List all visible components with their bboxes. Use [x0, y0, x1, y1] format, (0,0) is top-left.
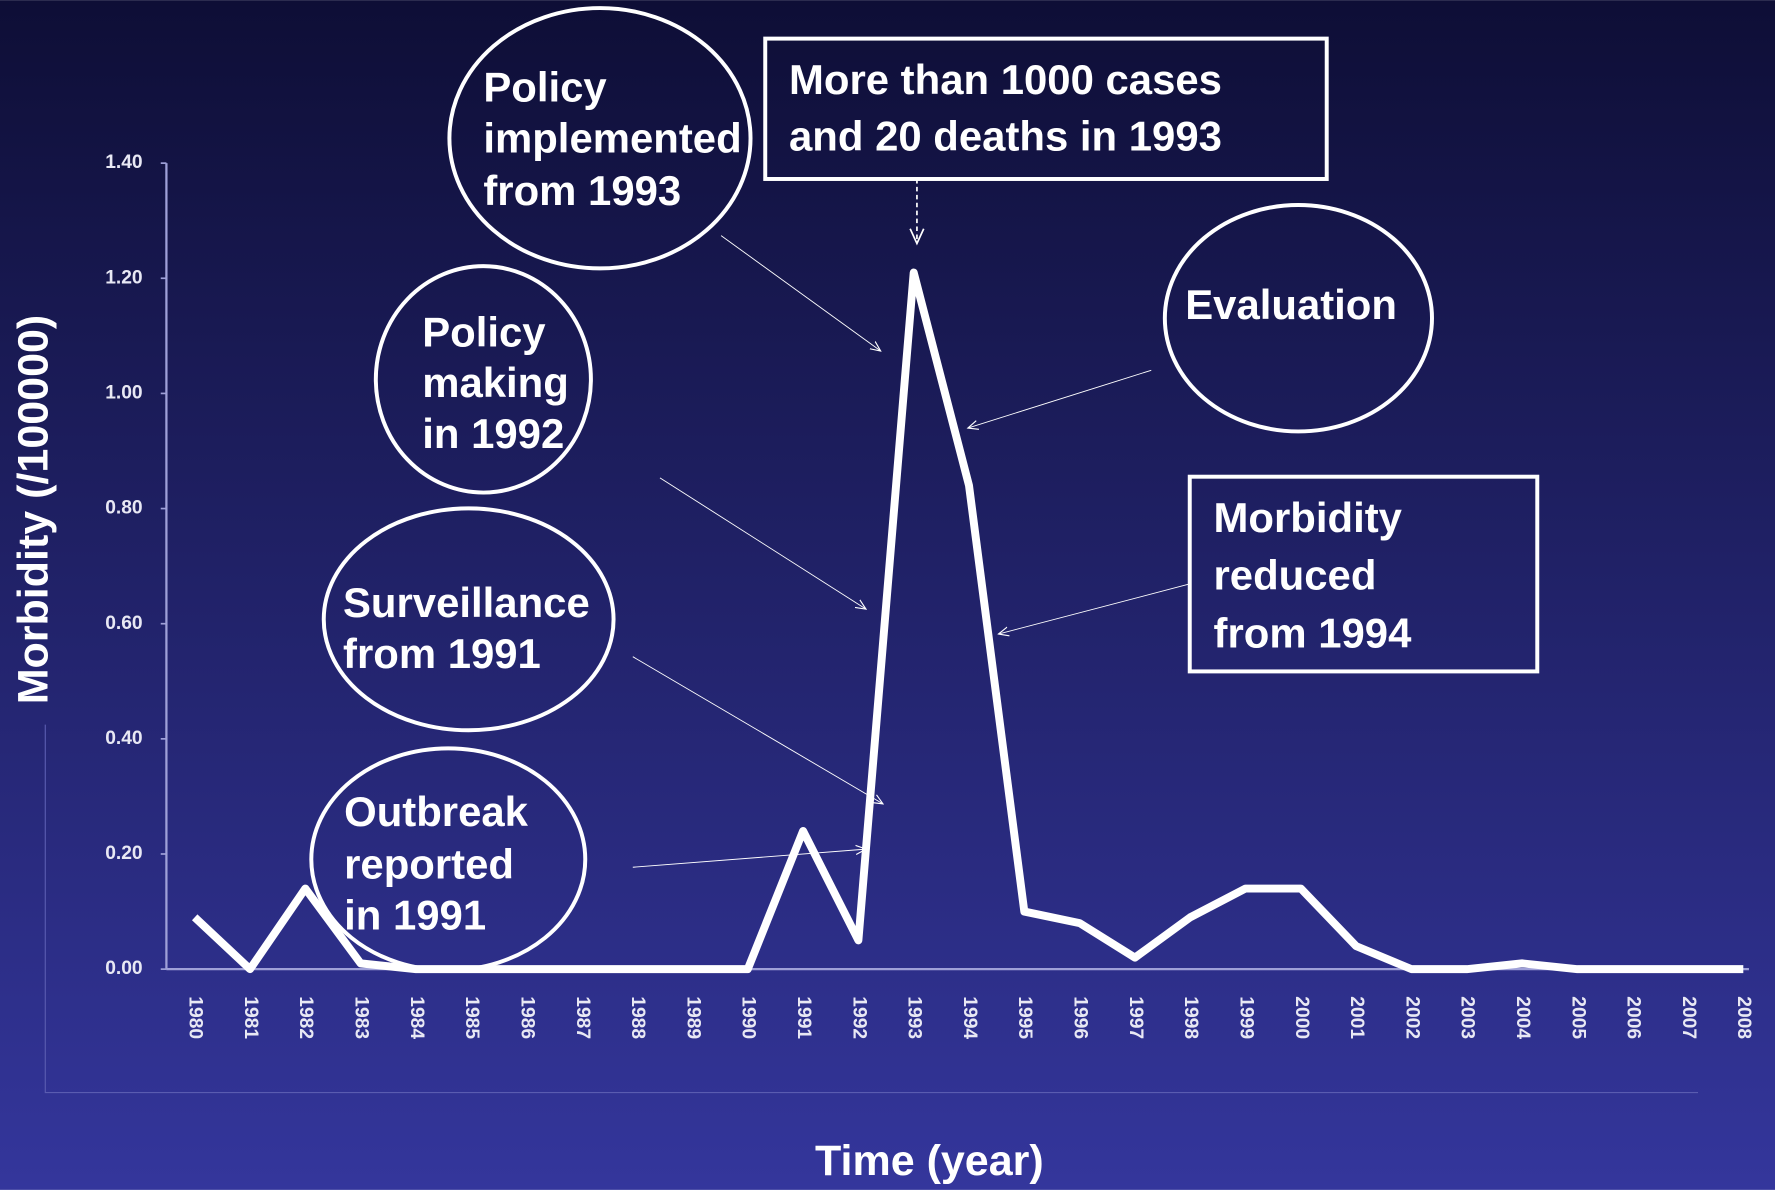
x-tick-label: 1995: [1014, 996, 1035, 1039]
x-tick-label: 1984: [406, 996, 427, 1039]
y-tick-label: 1.40: [105, 152, 142, 173]
x-tick-label: 1980: [185, 996, 206, 1039]
x-tick-label: 2004: [1512, 996, 1533, 1039]
x-tick-label: 2007: [1678, 996, 1699, 1039]
x-tick-label: 1992: [848, 996, 869, 1039]
annotation-text: Outbreak: [344, 788, 529, 835]
x-tick-label: 1998: [1180, 996, 1201, 1039]
x-tick-label: 1997: [1125, 996, 1146, 1039]
annotation-ellipse: [321, 506, 616, 733]
annotation-text: reported: [344, 840, 514, 887]
x-tick-label: 1999: [1235, 996, 1256, 1039]
annotation-ellipse: [373, 264, 593, 495]
annotation-arrow: [632, 849, 866, 868]
y-tick-label: 0.00: [105, 958, 142, 979]
annotation-text: Policy: [422, 308, 546, 355]
annotation-text: in 1992: [422, 410, 564, 457]
x-tick-label: 1990: [738, 996, 759, 1039]
x-tick-label: 2001: [1346, 996, 1367, 1039]
annotation-text: More than 1000 cases: [789, 56, 1222, 103]
x-tick-label: 1994: [959, 996, 980, 1039]
annotation-text: Policy: [483, 64, 607, 111]
annotation-arrow: [968, 369, 1152, 428]
x-tick-label: 1991: [793, 996, 814, 1039]
x-tick-label: 1993: [904, 996, 925, 1039]
y-tick-label: 0.80: [105, 498, 142, 519]
x-tick-label: 2003: [1457, 996, 1478, 1039]
x-tick-label: 1989: [682, 996, 703, 1039]
y-tick-label: 0.40: [105, 728, 142, 749]
annotation-text: reduced: [1214, 552, 1377, 599]
annotation-text: from 1994: [1214, 609, 1413, 656]
y-tick-label: 0.20: [105, 843, 142, 864]
annotation-text: from 1991: [343, 630, 541, 677]
x-tick-label: 2006: [1623, 996, 1644, 1039]
annotation-text: Morbidity: [1214, 494, 1403, 541]
annotation-text: implemented: [483, 115, 741, 162]
annotation-text: from 1993: [483, 167, 681, 214]
annotation-text: Evaluation: [1185, 281, 1397, 328]
y-tick-label: 0.60: [105, 613, 142, 634]
x-axis-title: Time (year): [815, 1137, 1044, 1185]
annotation-arrow: [659, 477, 866, 609]
x-tick-label: 2008: [1733, 996, 1754, 1039]
x-tick-label: 2005: [1567, 996, 1588, 1039]
annotation-arrow: [998, 583, 1189, 634]
annotation-ellipse: [309, 746, 588, 973]
annotation-ellipse: [1162, 203, 1434, 434]
annotation-arrow: [720, 235, 881, 351]
plot-frame: [44, 724, 1699, 1094]
x-tick-label: 1982: [295, 996, 316, 1039]
x-tick-label: 1986: [516, 996, 537, 1039]
annotation-text: and 20 deaths in 1993: [789, 112, 1222, 159]
annotation-ellipse: [447, 6, 753, 271]
annotation-text: Surveillance: [343, 579, 590, 626]
x-tick-label: 1985: [461, 996, 482, 1039]
annotation-text: making: [422, 359, 569, 406]
annotation-box: [763, 36, 1329, 181]
x-tick-label: 2002: [1401, 996, 1422, 1039]
annotation-box: [1187, 474, 1540, 674]
y-tick-label: 1.20: [105, 267, 142, 288]
x-tick-label: 1996: [1070, 996, 1091, 1039]
annotation-arrow: [632, 656, 883, 804]
x-tick-label: 1987: [572, 996, 593, 1039]
annotation-text: in 1991: [344, 891, 486, 938]
y-axis-title: Morbidity (/100000): [10, 315, 58, 704]
x-tick-label: 1988: [627, 996, 648, 1039]
x-tick-label: 2000: [1291, 996, 1312, 1039]
x-tick-label: 1983: [351, 996, 372, 1039]
y-tick-label: 1.00: [105, 382, 142, 403]
x-tick-label: 1981: [240, 996, 261, 1039]
